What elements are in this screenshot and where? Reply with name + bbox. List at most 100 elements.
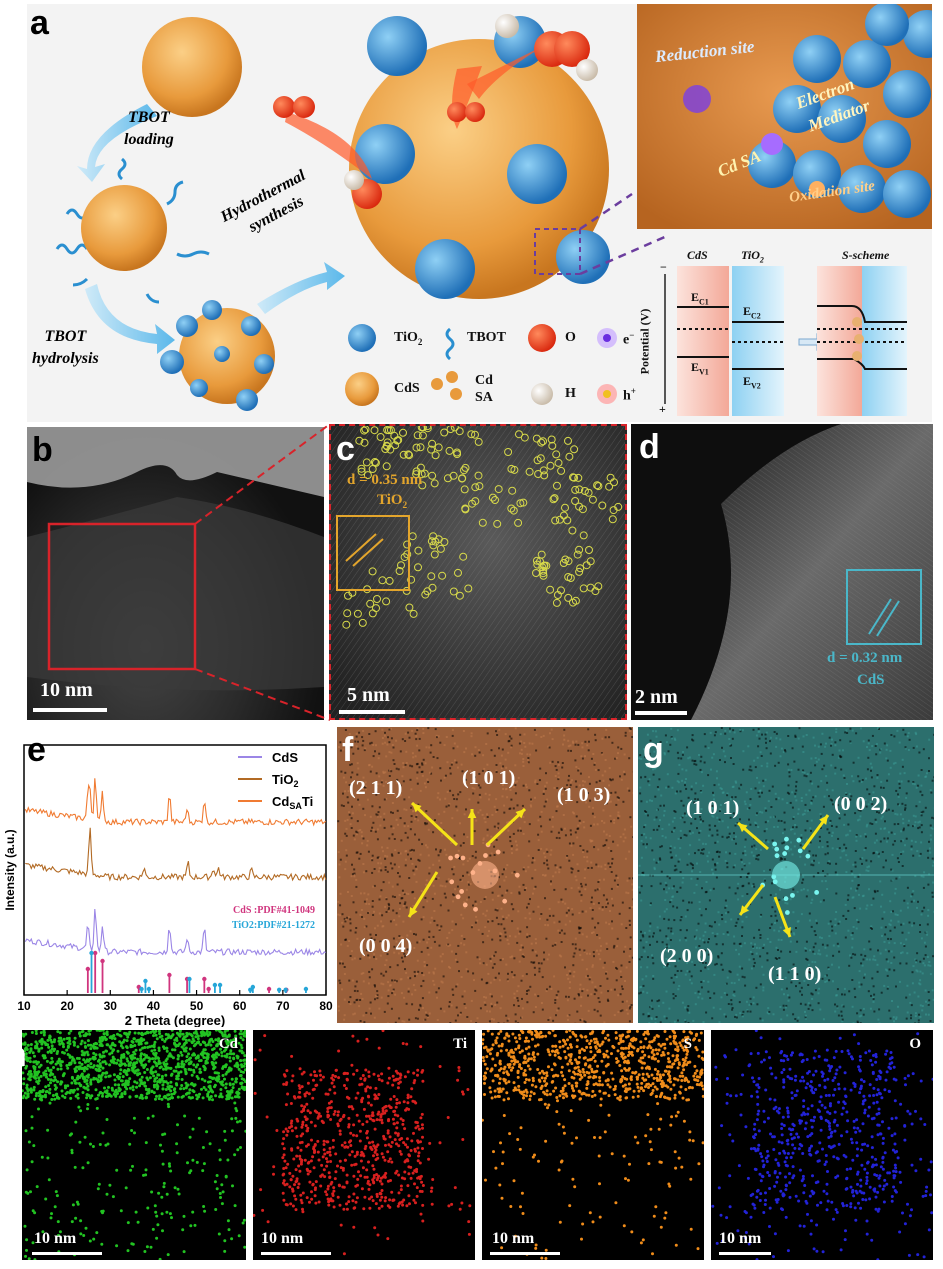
fft-noise [354, 740, 357, 743]
fft-noise [482, 912, 485, 915]
fft-noise [618, 912, 621, 915]
fft-noise [444, 885, 447, 888]
fft-noise [406, 836, 409, 839]
eds-dot [233, 1030, 237, 1033]
fft-noise [528, 840, 531, 843]
eds-dot [151, 1030, 155, 1033]
fft-noise [882, 866, 885, 869]
fft-noise [698, 908, 701, 910]
fft-noise [750, 967, 753, 970]
fft-noise [758, 789, 761, 792]
fft-noise [803, 774, 806, 777]
fft-noise [351, 805, 353, 808]
panel-d: d d = 0.32 nm CdS 2 nm [631, 424, 933, 720]
fft-noise [877, 855, 880, 858]
atom-marker [459, 552, 468, 561]
fft-noise [644, 824, 647, 827]
fft-noise [823, 795, 826, 798]
fft-noise [379, 824, 382, 827]
fft-noise [411, 752, 414, 755]
fft-noise [403, 952, 406, 955]
fft-noise [883, 984, 886, 987]
eds-dot [92, 1064, 96, 1068]
fft-arrowhead [515, 809, 525, 819]
fft-noise [759, 934, 762, 936]
fft-noise [417, 819, 420, 822]
fft-noise [846, 898, 849, 901]
fft-noise [511, 955, 514, 958]
fft-noise [822, 1018, 825, 1021]
fft-noise [430, 916, 433, 919]
fft-noise [918, 820, 921, 823]
eds-dot [162, 1185, 166, 1189]
fft-noise [744, 850, 747, 852]
fft-noise [651, 954, 653, 957]
eds-dot [187, 1052, 190, 1056]
fft-noise [759, 1017, 762, 1020]
eds-dot [196, 1037, 200, 1041]
fft-noise [768, 789, 771, 792]
fft-noise [423, 782, 426, 785]
atom-marker [573, 550, 582, 559]
fft-noise [581, 757, 584, 760]
fft-noise [694, 938, 697, 941]
fft-noise [648, 755, 651, 758]
fft-noise [382, 784, 385, 787]
fft-noise [546, 988, 548, 991]
fft-noise [378, 1007, 381, 1010]
fft-noise [608, 784, 611, 787]
fft-noise [672, 885, 675, 888]
eds-dot [42, 1033, 46, 1037]
fft-noise [823, 764, 826, 767]
atom-marker [455, 591, 464, 600]
fft-noise [822, 805, 825, 808]
eds-dot [66, 1084, 70, 1088]
fft-noise [387, 981, 390, 984]
fft-noise [464, 778, 467, 781]
fft-noise [457, 1014, 459, 1017]
panel-d-scale-bar [635, 711, 687, 715]
eds-dot [223, 1077, 226, 1081]
fft-noise [838, 749, 841, 752]
fft-noise [669, 939, 672, 941]
fft-noise [729, 971, 732, 974]
fft-noise [611, 897, 613, 900]
fft-noise [384, 731, 386, 734]
fft-noise [735, 1016, 738, 1019]
fft-noise [876, 970, 879, 973]
fft-noise [711, 932, 714, 935]
fft-noise [504, 733, 507, 736]
fft-noise [874, 745, 877, 747]
fft-noise [888, 923, 891, 926]
fft-noise [517, 776, 520, 779]
fft-noise [572, 853, 575, 856]
fft-noise [717, 955, 720, 958]
fft-noise [724, 761, 726, 764]
fft-noise [777, 938, 780, 941]
fft-noise [888, 941, 891, 944]
fft-noise [439, 1007, 442, 1010]
fft-noise [726, 836, 729, 839]
fft-noise [851, 879, 854, 882]
fft-noise [809, 827, 812, 830]
fft-noise [375, 934, 377, 936]
atom-marker [360, 438, 369, 447]
fft-noise [368, 970, 371, 973]
fft-noise [642, 748, 645, 751]
eds-dot [47, 1084, 51, 1087]
fft-noise [702, 852, 705, 855]
fft-noise [656, 940, 659, 943]
fft-noise [548, 985, 551, 988]
fft-noise [732, 838, 735, 840]
eds-dot [101, 1092, 105, 1095]
fft-noise [593, 993, 596, 996]
fft-noise [732, 729, 735, 732]
fft-noise [682, 877, 685, 879]
fft-noise [921, 972, 924, 975]
fft-noise [343, 917, 346, 920]
fft-noise [929, 973, 932, 976]
fft-noise [455, 761, 458, 764]
fft-noise [749, 798, 752, 801]
fft-noise [481, 769, 484, 772]
fft-noise [909, 1001, 912, 1004]
